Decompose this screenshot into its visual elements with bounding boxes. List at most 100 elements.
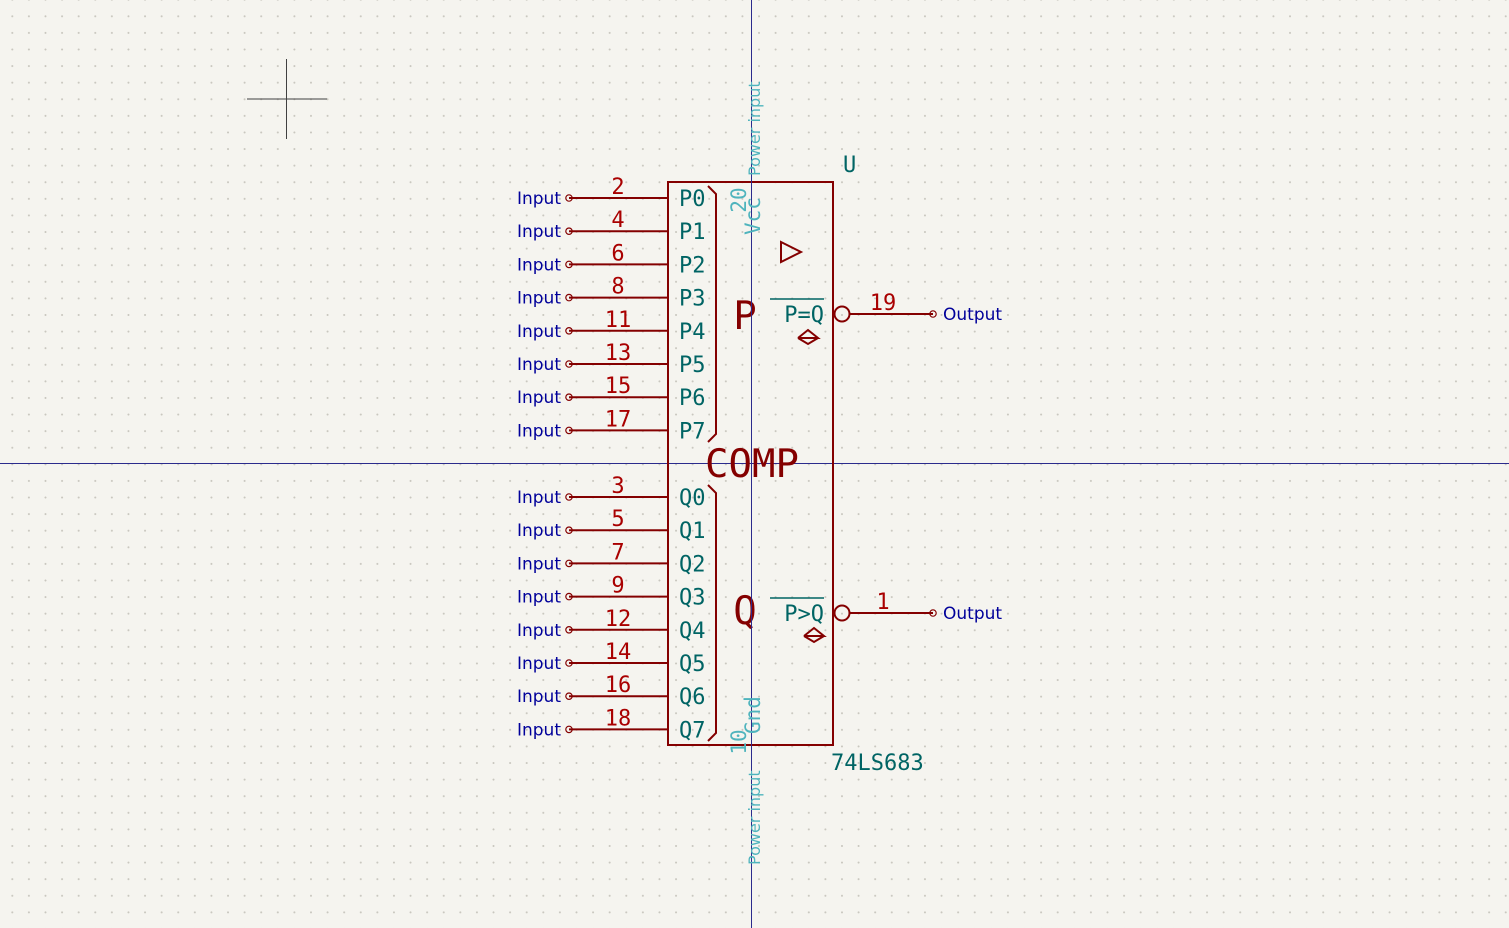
pin-type-label: Input: [517, 654, 561, 674]
pin-name: P4: [679, 320, 706, 345]
pin-name: P=Q: [784, 303, 824, 328]
pin-endpoint-icon: [565, 426, 573, 435]
pin-endpoint-icon: [565, 227, 573, 236]
component-value[interactable]: 74LS683: [831, 751, 924, 776]
pin-name: Q1: [679, 519, 706, 544]
pin-number: 3: [611, 474, 624, 499]
pin-endpoint-icon: [565, 326, 573, 335]
pin-type-label: Output: [943, 604, 1002, 624]
pin-name: P0: [679, 187, 706, 212]
pin-number: 7: [611, 540, 624, 565]
input-pin-q6[interactable]: 16 Q6 Input: [517, 673, 706, 710]
pin-number: 4: [611, 208, 624, 233]
pin-endpoint-icon: [929, 310, 937, 318]
pin-number: 13: [605, 341, 632, 366]
pin-name: P2: [679, 253, 706, 278]
pin-endpoint-icon: [929, 609, 937, 617]
pin-name: P>Q: [784, 602, 824, 627]
pin-endpoint-icon: [565, 493, 573, 501]
input-pin-q2[interactable]: 7 Q2 Input: [517, 540, 706, 577]
pin-type-label: Input: [517, 421, 561, 441]
group-q-label: Q: [733, 589, 756, 634]
vcc-pin-type: Power input: [745, 81, 764, 176]
pin-type-label: Input: [517, 720, 561, 740]
input-pin-p2[interactable]: 6 P2 Input: [517, 241, 706, 278]
pin-name: Q6: [679, 685, 706, 710]
vcc-pin-name: Vcc: [741, 197, 765, 235]
pin-endpoint-icon: [565, 393, 573, 402]
pin-endpoint-icon: [565, 526, 573, 535]
pin-name: Q7: [679, 718, 706, 743]
input-pin-p5[interactable]: 13 P5 Input: [517, 341, 706, 378]
input-pin-q7[interactable]: 18 Q7 Input: [517, 706, 706, 743]
pin-number: 1: [876, 590, 889, 615]
pin-number: 11: [605, 308, 632, 333]
pin-number: 15: [605, 374, 632, 399]
pin-endpoint-icon: [565, 260, 573, 269]
pin-name: Q4: [679, 619, 706, 644]
pin-number: 18: [605, 706, 632, 731]
pin-type-label: Output: [943, 305, 1002, 325]
gnd-power-pin[interactable]: 10 Gnd Power input: [727, 696, 765, 865]
input-pin-p1[interactable]: 4 P1 Input: [517, 208, 706, 245]
pin-type-label: Input: [517, 255, 561, 275]
pin-number: 16: [605, 673, 632, 698]
input-pin-p7[interactable]: 17 P7 Input: [517, 407, 706, 444]
pin-number: 19: [870, 291, 897, 316]
pin-type-label: Input: [517, 289, 561, 309]
pin-number: 9: [611, 574, 624, 599]
pin-number: 12: [605, 607, 632, 632]
component-reference[interactable]: U: [843, 153, 856, 178]
pin-endpoint-icon: [565, 659, 573, 667]
pin-type-label: Input: [517, 588, 561, 608]
pin-name: P3: [679, 287, 706, 312]
pin-type-label: Input: [517, 355, 561, 375]
pin-name: P1: [679, 220, 706, 245]
input-pin-q5[interactable]: 14 Q5 Input: [517, 640, 706, 677]
buffer-triangle-icon: [780, 240, 804, 264]
pin-type-label: Input: [517, 322, 561, 342]
input-pin-q1[interactable]: 5 Q1 Input: [517, 507, 706, 544]
pin-type-label: Input: [517, 687, 561, 707]
q-bus-brace: [707, 484, 717, 742]
pin-type-label: Input: [517, 621, 561, 641]
input-pin-p3[interactable]: 8 P3 Input: [517, 275, 706, 312]
input-pin-p0[interactable]: 2 P0 Input: [517, 175, 706, 212]
pin-name: Q5: [679, 652, 706, 677]
pin-endpoint-icon: [565, 592, 573, 601]
pin-name: Q2: [679, 552, 706, 577]
component-body[interactable]: [667, 181, 834, 746]
pin-type-label: Input: [517, 189, 561, 209]
pin-endpoint-icon: [565, 559, 573, 568]
pin-endpoint-icon: [565, 293, 573, 302]
pin-endpoint-icon: [565, 625, 573, 634]
output-pin-p-gt-q[interactable]: 1 P>Q Output: [770, 590, 1002, 627]
pin-endpoint-icon: [565, 725, 573, 734]
inversion-bubble-icon: [833, 305, 851, 323]
input-pin-p4[interactable]: 11 P4 Input: [517, 308, 706, 345]
output-diamond-icon: [797, 328, 821, 346]
input-pin-q3[interactable]: 9 Q3 Input: [517, 574, 706, 611]
pin-type-label: Input: [517, 388, 561, 408]
pin-number: 5: [611, 507, 624, 532]
pin-name: P5: [679, 353, 706, 378]
pin-name: P6: [679, 386, 706, 411]
cursor-cross-icon: [247, 59, 327, 139]
pin-endpoint-icon: [565, 360, 573, 368]
vcc-power-pin[interactable]: 20 Vcc Power input: [727, 81, 765, 235]
gnd-pin-number: 10: [727, 729, 751, 754]
input-pin-q4[interactable]: 12 Q4 Input: [517, 607, 706, 644]
pin-name: Q3: [679, 586, 706, 611]
pin-type-label: Input: [517, 222, 561, 242]
input-pin-p6[interactable]: 15 P6 Input: [517, 374, 706, 411]
pin-number: 8: [611, 275, 624, 300]
pin-name: P7: [679, 419, 706, 444]
output-diamond-icon: [803, 626, 827, 644]
output-pin-p-eq-q[interactable]: 19 P=Q Output: [770, 291, 1002, 328]
pin-number: 14: [605, 640, 632, 665]
vcc-pin-number: 20: [727, 187, 751, 212]
input-pin-q0[interactable]: 3 Q0 Input: [517, 474, 706, 511]
